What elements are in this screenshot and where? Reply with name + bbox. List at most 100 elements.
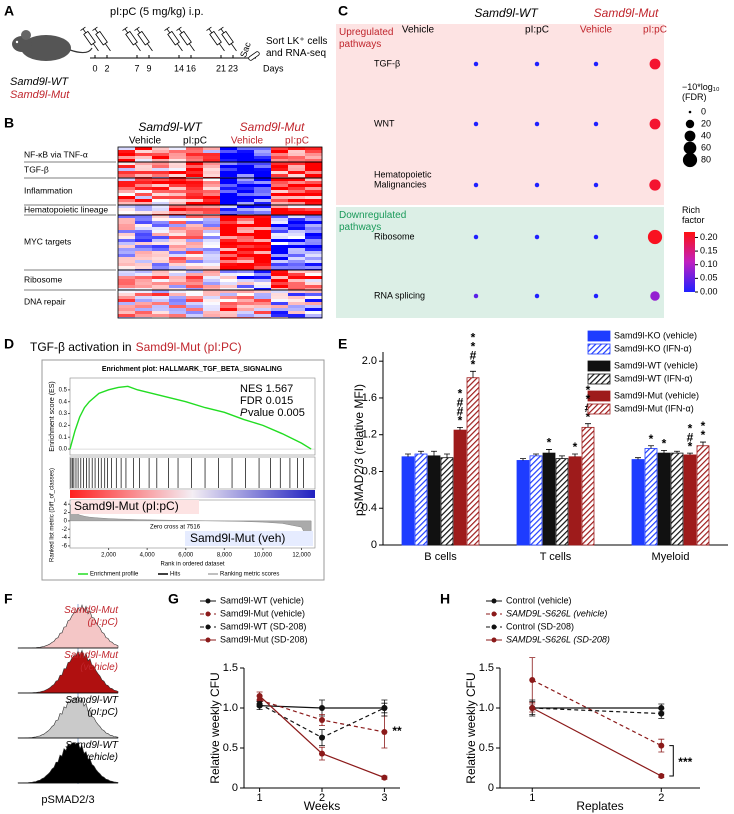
size-legend-title: −10*log₁₀ (FDR) — [682, 82, 720, 103]
heatmap-cell — [186, 311, 204, 315]
significance-mark: * — [471, 330, 476, 344]
heatmap-cell — [305, 184, 323, 188]
heatmap-cell — [220, 168, 238, 172]
heatmap-cell — [118, 276, 136, 280]
legend-swatch — [587, 390, 611, 402]
heatmap-cell — [118, 178, 136, 182]
colorbar — [684, 232, 695, 292]
heatmap-cell — [237, 196, 255, 200]
heatmap-cell — [169, 242, 187, 246]
es-tick-label: 0.2 — [59, 423, 68, 429]
heatmap-cell — [186, 260, 204, 264]
color-legend-title: Rich factor — [682, 205, 705, 226]
histogram — [17, 741, 119, 784]
error-bar — [418, 450, 424, 455]
heatmap-cell — [118, 251, 136, 255]
heatmap-cell — [254, 293, 272, 297]
point — [256, 701, 263, 707]
pathway-label: Inflammation — [24, 185, 73, 195]
heatmap-cell — [237, 174, 255, 178]
heatmap-cell — [186, 251, 204, 255]
heatmap-cell — [186, 224, 204, 228]
heatmap-cell — [169, 296, 187, 300]
legend-swatch — [587, 403, 611, 415]
heatmap-cell — [271, 305, 289, 309]
heatmap-cell — [254, 270, 272, 274]
heatmap-cell — [237, 254, 255, 258]
syringe-cap — [122, 26, 128, 31]
heatmap-cell — [237, 162, 255, 166]
heatmap-cell — [271, 156, 289, 160]
enrichment-profile — [69, 385, 312, 450]
heatmap-cell — [271, 181, 289, 185]
day-label: 0 — [92, 63, 97, 73]
significance-mark: ** — [392, 724, 402, 738]
heatmap-cell — [288, 215, 306, 219]
es-tick-label: 0.5 — [59, 387, 68, 393]
legend-swatch — [587, 343, 611, 355]
heatmap-cell — [186, 184, 204, 188]
heatmap-cell — [169, 162, 187, 166]
heatmap-cell — [305, 181, 323, 185]
dot — [473, 121, 479, 127]
heatmap-cell — [271, 174, 289, 178]
heatmap-cell — [305, 288, 323, 291]
heatmap-cell — [152, 248, 170, 252]
error-bar — [546, 449, 552, 454]
heatmap-cell — [220, 245, 238, 249]
colorbar-label: 0.10 — [700, 259, 718, 269]
heatmap-cell — [237, 178, 255, 182]
heatmap-cell — [152, 251, 170, 255]
heatmap-cell — [135, 311, 153, 315]
heatmap-cell — [220, 178, 238, 182]
heatmap-cell — [237, 288, 255, 291]
heatmap-cell — [220, 242, 238, 246]
heatmap-cell — [288, 178, 306, 182]
heatmap-cell — [237, 299, 255, 303]
heatmap-cell — [271, 245, 289, 249]
heatmap-cell — [135, 260, 153, 264]
gsea-stat: NES 1.567 — [240, 383, 293, 395]
heatmap-cell — [186, 199, 204, 203]
heatmap-cell — [305, 178, 323, 182]
error-bar — [635, 457, 641, 460]
heatmap-cell — [152, 221, 170, 225]
significance-mark: * — [547, 436, 552, 450]
heatmap-cell — [271, 251, 289, 255]
heatmap-cell — [203, 290, 221, 294]
heatmap-cell — [288, 266, 306, 270]
gsea-title: TGF-β activation in — [30, 340, 132, 354]
syringe-cap — [164, 26, 170, 31]
syringe-body — [167, 30, 180, 46]
heatmap-cell — [152, 202, 170, 206]
heatmap-cell — [220, 239, 238, 243]
significance-mark: # — [687, 430, 694, 444]
line — [531, 707, 662, 777]
heatmap-cell — [135, 190, 153, 194]
bar — [581, 426, 595, 546]
heatmap-cell — [203, 305, 221, 309]
heatmap-cell — [169, 181, 187, 185]
heatmap-cell — [220, 302, 238, 306]
heatmap-cell — [169, 239, 187, 243]
dot — [473, 234, 479, 240]
heatmap-cell — [186, 299, 204, 303]
heatmap-cell — [271, 248, 289, 252]
heatmap-cell — [271, 230, 289, 234]
heatmap-cell — [305, 208, 323, 212]
y-tick-label: 1.6 — [362, 392, 377, 404]
heatmap-cell — [254, 199, 272, 203]
heatmap-cell — [118, 205, 136, 209]
point — [256, 693, 263, 699]
heatmap-cell — [254, 288, 272, 291]
heatmap-cell — [237, 211, 255, 215]
syringe-needle — [176, 43, 183, 52]
significance-mark: * — [573, 440, 578, 454]
heatmap-cell — [118, 239, 136, 243]
heatmap-cell — [220, 162, 238, 166]
gsea-legend-label: Enrichment profile — [90, 572, 139, 578]
readout-label: Sort LK⁺ cells and RNA-seq — [266, 36, 328, 59]
heatmap-cell — [254, 233, 272, 237]
syringe-body — [179, 30, 192, 46]
heatmap-cell — [237, 248, 255, 252]
